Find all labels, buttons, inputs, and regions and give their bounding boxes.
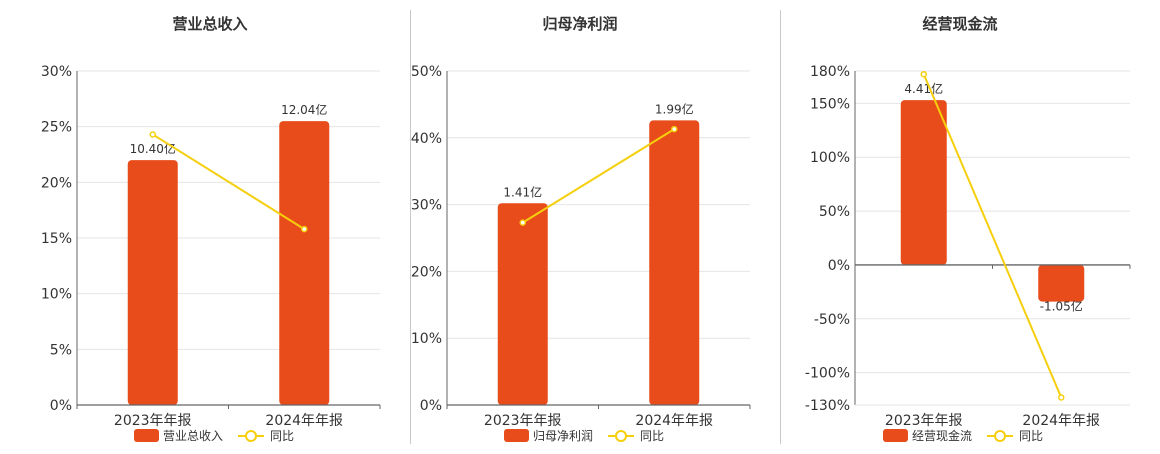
yoy-line bbox=[152, 133, 305, 230]
legend-label: 归母净利润 bbox=[533, 429, 593, 443]
legend-label: 同比 bbox=[1019, 429, 1043, 443]
y-tick-label: 5% bbox=[50, 342, 72, 358]
y-tick-label: 15% bbox=[41, 231, 72, 247]
y-tick-label: 10% bbox=[41, 287, 72, 303]
bar[interactable] bbox=[127, 160, 178, 405]
y-tick-label: 30% bbox=[41, 64, 72, 80]
y-tick-label: 100% bbox=[810, 150, 850, 166]
legend-label: 同比 bbox=[270, 429, 294, 443]
bar-value-label: 4.41亿 bbox=[904, 81, 943, 96]
y-tick-label: 0% bbox=[828, 258, 850, 274]
x-category-label: 2023年年报 bbox=[114, 413, 192, 429]
yoy-point[interactable] bbox=[149, 131, 156, 138]
y-tick-label: 25% bbox=[41, 120, 72, 136]
y-tick-label: -100% bbox=[805, 366, 850, 382]
x-category-label: 2024年年报 bbox=[635, 413, 713, 429]
y-tick-label: 150% bbox=[810, 96, 850, 112]
panel-divider bbox=[410, 10, 411, 444]
legend-label: 同比 bbox=[640, 429, 664, 443]
x-category-label: 2024年年报 bbox=[1022, 413, 1100, 429]
bar[interactable] bbox=[900, 100, 947, 265]
legend-line-marker bbox=[615, 430, 627, 442]
legend-bar-swatch[interactable] bbox=[504, 429, 529, 442]
y-tick-label: -50% bbox=[814, 312, 850, 328]
bar[interactable] bbox=[649, 120, 700, 405]
bar[interactable] bbox=[497, 203, 548, 405]
bar-value-label: 12.04亿 bbox=[281, 102, 327, 117]
legend-line-marker bbox=[994, 430, 1006, 442]
y-tick-label: 50% bbox=[819, 204, 850, 220]
bar-value-label: 1.41亿 bbox=[503, 184, 542, 199]
bar[interactable] bbox=[279, 121, 330, 405]
bar[interactable] bbox=[1038, 264, 1085, 302]
yoy-line bbox=[922, 73, 1063, 398]
yoy-point[interactable] bbox=[920, 70, 927, 78]
y-tick-label: 0% bbox=[50, 398, 72, 414]
y-tick-label: 0% bbox=[420, 398, 442, 414]
y-tick-label: 40% bbox=[411, 131, 442, 147]
chart-title: 经营现金流 bbox=[922, 15, 997, 33]
yoy-point[interactable] bbox=[1058, 394, 1065, 401]
y-tick-label: -130% bbox=[805, 398, 850, 414]
x-category-label: 2023年年报 bbox=[885, 413, 963, 429]
panel-divider bbox=[780, 10, 781, 444]
y-tick-label: 20% bbox=[411, 264, 442, 280]
x-category-label: 2023年年报 bbox=[484, 413, 562, 429]
y-tick-label: 30% bbox=[411, 198, 442, 214]
y-tick-label: 180% bbox=[810, 64, 850, 80]
legend-bar-swatch[interactable] bbox=[134, 429, 159, 442]
bar-value-label: 10.40亿 bbox=[130, 141, 176, 156]
yoy-point[interactable] bbox=[671, 125, 678, 133]
bar-value-label: -1.05亿 bbox=[1040, 299, 1083, 314]
legend-label: 经营现金流 bbox=[912, 428, 972, 443]
legend-label: 营业总收入 bbox=[163, 429, 223, 443]
yoy-point[interactable] bbox=[519, 219, 526, 226]
y-tick-label: 20% bbox=[41, 175, 72, 191]
chart-title: 营业总收入 bbox=[172, 15, 247, 33]
bar-value-label: 1.99亿 bbox=[655, 101, 694, 116]
yoy-line bbox=[522, 128, 675, 224]
x-category-label: 2024年年报 bbox=[265, 413, 343, 429]
legend-bar-swatch[interactable] bbox=[883, 429, 908, 442]
y-tick-label: 50% bbox=[411, 64, 442, 80]
legend-line-marker bbox=[245, 430, 257, 442]
chart-title: 归母净利润 bbox=[542, 15, 617, 33]
y-tick-label: 10% bbox=[411, 331, 442, 347]
yoy-point[interactable] bbox=[301, 225, 308, 233]
